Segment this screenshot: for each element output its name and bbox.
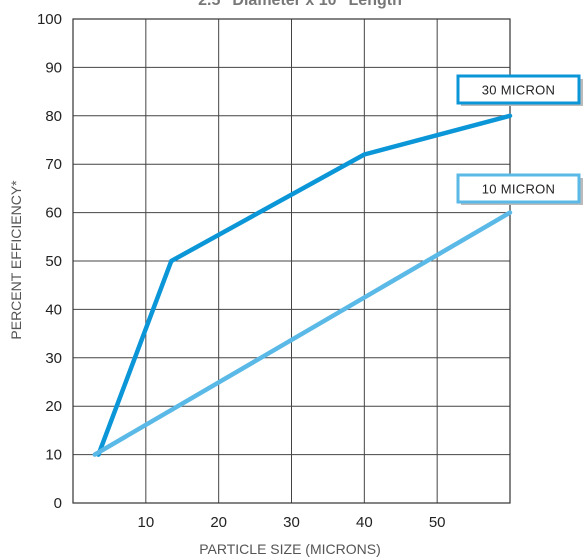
y-tick-label: 0 [54, 495, 62, 512]
y-tick-label: 30 [45, 350, 62, 367]
plot-frame [72, 18, 511, 504]
y-tick-label: 40 [45, 301, 62, 318]
x-tick-label: 30 [283, 514, 300, 531]
legend-item: 30 MICRON [456, 74, 583, 106]
legend-label: 30 MICRON [482, 83, 556, 98]
y-tick-label: 10 [45, 447, 62, 464]
chart-title: 2.5" Diameter x 10" Length [198, 0, 402, 9]
x-tick-label: 40 [356, 514, 373, 531]
grid [72, 18, 511, 504]
y-tick-label: 50 [45, 253, 62, 270]
legend: 30 MICRON 10 MICRON [456, 74, 583, 205]
x-axis-label: PARTICLE SIZE (MICRONS) [199, 541, 381, 557]
legend-item: 10 MICRON [456, 173, 583, 205]
y-axis-label: PERCENT EFFICIENCY* [8, 180, 24, 340]
x-tick-label: 50 [429, 514, 446, 531]
x-tick-label: 20 [210, 514, 227, 531]
y-tick-label: 20 [45, 398, 62, 415]
y-tick-label: 80 [45, 108, 62, 125]
legend-box [456, 74, 581, 105]
axes: 0 10 20 30 40 50 60 70 80 90 100 10 20 30 40 50 [37, 11, 446, 531]
legend-label: 10 MICRON [482, 182, 556, 197]
series-layer [92, 113, 513, 457]
series-line-30-micron [96, 113, 513, 457]
x-tick-label: 10 [137, 514, 154, 531]
series-line-10-micron [92, 210, 513, 457]
y-tick-label: 60 [45, 205, 62, 222]
y-tick-label: 100 [37, 11, 62, 28]
legend-box [456, 173, 581, 204]
y-tick-label: 70 [45, 156, 62, 173]
y-tick-label: 90 [45, 59, 62, 76]
